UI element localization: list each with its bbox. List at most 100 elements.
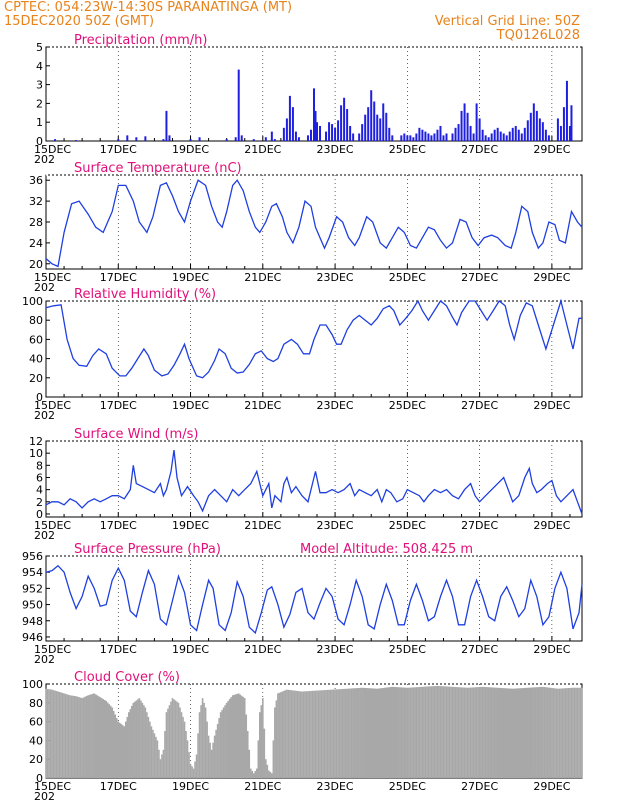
header-grid-note: Vertical Grid Line: 50Z	[434, 14, 580, 29]
cloud-bar	[132, 702, 135, 778]
cloud-bar	[167, 708, 169, 778]
precip-bar	[484, 135, 487, 141]
cloud-bar	[459, 687, 461, 778]
cloud-bar	[239, 694, 242, 778]
x-year-label: 202	[34, 790, 55, 800]
x-tick-label: 17DEC	[100, 271, 137, 284]
cloud-bar	[567, 688, 570, 778]
precip-bar	[445, 133, 448, 141]
cloud-bar	[182, 716, 184, 778]
cloud-bar	[370, 688, 373, 778]
cloud-bar	[186, 740, 189, 778]
cloud-bar	[480, 686, 482, 778]
cloud-bar	[252, 773, 255, 778]
cloud-bar	[278, 692, 281, 778]
x-tick-label: 23DEC	[317, 143, 354, 156]
y-tick-label: 1	[36, 116, 43, 129]
cloud-bar	[323, 690, 326, 778]
cloud-bar	[280, 692, 282, 778]
cloud-bar	[135, 700, 138, 778]
cloud-bar	[575, 687, 577, 778]
cloud-bar	[254, 770, 257, 778]
cloud-bar	[448, 686, 451, 778]
precip-bar	[358, 133, 361, 141]
cloud-bar	[350, 688, 353, 778]
cloud-bar	[451, 686, 454, 778]
y-tick-label: 40	[29, 734, 43, 747]
cloud-bar	[466, 687, 469, 778]
cloud-bar	[97, 696, 100, 778]
cloud-bar	[508, 688, 511, 778]
cloud-bar	[258, 712, 261, 778]
cloud-bar	[557, 688, 559, 778]
precip-bar	[505, 135, 508, 141]
y-tick-label: 2	[36, 496, 43, 509]
cloud-bar	[118, 722, 121, 778]
cloud-bar	[362, 687, 365, 778]
cloud-bar	[96, 695, 98, 778]
y-tick-label: 6	[36, 471, 43, 484]
precip-bar	[472, 133, 475, 141]
cloud-bar	[533, 687, 535, 778]
cloud-bar	[566, 688, 568, 778]
y-tick-label: 40	[29, 353, 43, 366]
cloud-bar	[313, 690, 315, 778]
cloud-bar	[260, 705, 263, 778]
cloud-bar	[94, 694, 97, 778]
precip-bar	[430, 135, 433, 141]
y-tick-label: 5	[36, 41, 43, 54]
cloud-bar	[194, 761, 196, 778]
cloud-bar	[117, 721, 120, 778]
y-tick-label: 12	[29, 435, 43, 448]
cloud-bar	[176, 701, 178, 778]
cloud-bar	[246, 731, 249, 778]
cloud-bar	[543, 687, 546, 778]
cloud-bar	[275, 700, 278, 778]
cloud-bar	[55, 691, 58, 778]
cloud-bar	[347, 688, 350, 778]
cloud-bar	[308, 691, 311, 778]
panel-frame	[45, 555, 583, 642]
precip-bar	[376, 114, 379, 141]
cloud-bar	[439, 686, 442, 778]
cloud-bar	[549, 687, 552, 778]
cloud-bar	[435, 685, 437, 778]
cloud-bar	[537, 687, 540, 778]
cloud-bar	[204, 707, 207, 778]
cloud-bar	[236, 693, 239, 778]
cloud-bar	[382, 687, 385, 778]
precip-bar	[361, 124, 364, 141]
series-line	[45, 450, 583, 515]
cloud-bar	[507, 688, 510, 778]
cloud-bar	[183, 721, 186, 778]
cloud-bar	[58, 691, 61, 778]
cloud-bar	[502, 688, 505, 778]
precip-bar	[391, 135, 394, 141]
cloud-bar	[295, 690, 297, 778]
cloud-bar	[426, 686, 428, 778]
y-tick-label: 20	[29, 372, 43, 385]
precip-bar	[126, 135, 129, 141]
cloud-bar	[78, 697, 80, 778]
x-tick-label: 17DEC	[100, 780, 137, 793]
cloud-bar	[233, 694, 236, 778]
cloud-bar	[457, 687, 460, 778]
precip-bar	[337, 120, 340, 141]
cloud-bar	[411, 687, 413, 778]
cloud-bar	[76, 696, 79, 778]
cloud-bar	[131, 705, 133, 778]
x-tick-label: 19DEC	[172, 519, 209, 532]
cloud-bar	[66, 694, 68, 778]
precip-bar	[237, 69, 240, 141]
cloud-bar	[380, 688, 383, 778]
cloud-bar	[227, 700, 229, 778]
cloud-bar	[242, 696, 245, 778]
cloud-bar	[472, 687, 475, 778]
cloud-bar	[121, 725, 124, 778]
precip-bar	[439, 125, 442, 141]
precip-bar	[382, 103, 385, 141]
y-tick-label: 0	[36, 135, 43, 148]
precip-bar	[334, 127, 337, 141]
precip-bar	[309, 129, 312, 141]
precip-bar	[252, 139, 255, 141]
